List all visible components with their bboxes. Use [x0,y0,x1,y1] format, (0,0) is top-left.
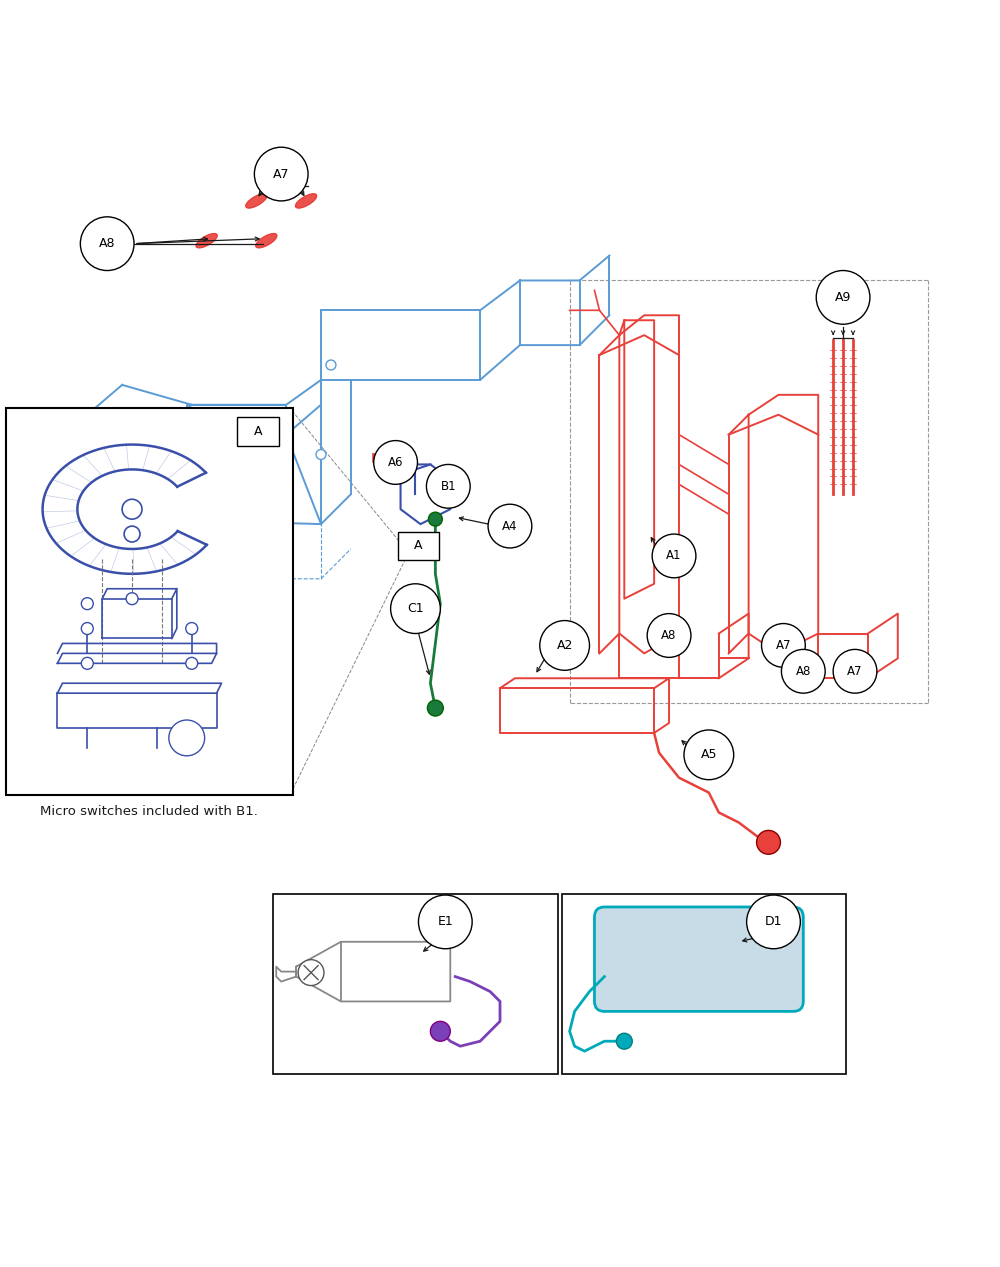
Circle shape [391,584,440,634]
Circle shape [747,895,800,949]
Circle shape [72,530,82,538]
Text: A9: A9 [835,291,851,304]
FancyBboxPatch shape [372,452,386,462]
Circle shape [124,526,140,542]
Circle shape [426,465,470,508]
Text: A6: A6 [388,456,403,469]
Polygon shape [246,194,267,208]
FancyBboxPatch shape [6,408,293,794]
Circle shape [652,535,696,578]
Circle shape [430,1021,450,1041]
Text: A7: A7 [847,665,863,678]
Circle shape [326,360,336,370]
Text: C1: C1 [407,602,424,616]
Circle shape [81,598,93,609]
Polygon shape [256,233,277,248]
Polygon shape [196,233,217,248]
Circle shape [781,650,825,693]
Circle shape [122,499,142,519]
Circle shape [616,1034,632,1049]
Circle shape [126,593,138,604]
Circle shape [254,147,308,201]
Text: B1: B1 [440,480,456,493]
Circle shape [374,441,417,484]
Circle shape [81,622,93,635]
FancyBboxPatch shape [273,895,558,1074]
Circle shape [427,701,443,716]
FancyBboxPatch shape [398,532,439,560]
Text: E1: E1 [437,915,453,929]
Circle shape [71,557,83,570]
FancyBboxPatch shape [237,417,279,446]
Text: A7: A7 [273,167,289,181]
Text: A5: A5 [701,749,717,761]
Text: A8: A8 [796,665,811,678]
Circle shape [81,658,93,669]
Circle shape [684,730,734,779]
Circle shape [762,623,805,668]
Text: A4: A4 [502,519,518,532]
Circle shape [186,658,198,669]
Circle shape [757,830,780,854]
Text: A: A [254,426,263,438]
Circle shape [418,895,472,949]
Polygon shape [296,194,317,208]
Text: A8: A8 [661,628,677,642]
Circle shape [833,650,877,693]
Text: D1: D1 [765,915,782,929]
Circle shape [169,720,205,756]
Circle shape [162,559,172,569]
Circle shape [540,621,590,670]
Circle shape [316,450,326,460]
Circle shape [186,622,198,635]
Circle shape [488,504,532,549]
Text: Micro switches included with B1.: Micro switches included with B1. [40,805,258,817]
Circle shape [266,489,276,499]
Text: A: A [414,540,423,552]
Text: A2: A2 [556,639,573,653]
Circle shape [816,271,870,324]
Text: A1: A1 [666,550,682,563]
Text: A8: A8 [99,237,115,250]
Circle shape [298,959,324,986]
Circle shape [647,613,691,658]
FancyBboxPatch shape [594,907,803,1011]
Circle shape [428,512,442,526]
Circle shape [80,217,134,271]
FancyBboxPatch shape [562,895,846,1074]
Text: A7: A7 [776,639,791,653]
